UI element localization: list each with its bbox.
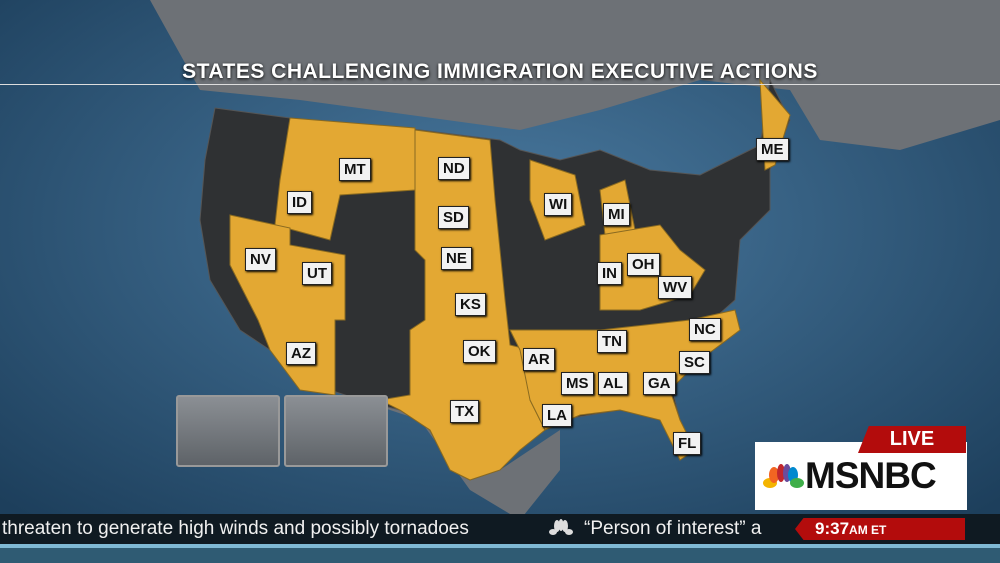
state-label: UT bbox=[302, 262, 332, 285]
ticker-footer bbox=[0, 548, 1000, 563]
state-label: MI bbox=[603, 203, 630, 226]
state-label: NE bbox=[441, 247, 472, 270]
state-label: ME bbox=[756, 138, 789, 161]
state-label: AL bbox=[598, 372, 628, 395]
network-name: MSNBC bbox=[805, 455, 937, 496]
state-label: ID bbox=[287, 191, 312, 214]
mexico bbox=[360, 400, 560, 520]
peacock-icon bbox=[549, 519, 573, 535]
title-rule bbox=[0, 84, 1000, 85]
state-label: NV bbox=[245, 248, 276, 271]
canada bbox=[150, 0, 1000, 150]
state-label: MS bbox=[561, 372, 594, 395]
state-label: MT bbox=[339, 158, 371, 181]
state-label: OH bbox=[627, 253, 660, 276]
state-label: TN bbox=[597, 330, 627, 353]
state-label: KS bbox=[455, 293, 486, 316]
clock-time: 9:37 bbox=[815, 519, 850, 538]
hawaii-inset bbox=[284, 395, 388, 467]
page-title: STATES CHALLENGING IMMIGRATION EXECUTIVE… bbox=[182, 60, 818, 83]
state-label: SD bbox=[438, 206, 469, 229]
alaska-inset bbox=[176, 395, 280, 467]
state-label: WV bbox=[658, 276, 693, 299]
ticker-text: threaten to generate high winds and poss… bbox=[2, 518, 469, 539]
state-label: AR bbox=[523, 348, 555, 371]
state-label: NC bbox=[689, 318, 721, 341]
state-label: TX bbox=[450, 400, 480, 423]
state-label: WI bbox=[544, 193, 573, 216]
live-badge: LIVE bbox=[858, 426, 966, 453]
clock-suffix: AM ET bbox=[849, 523, 887, 537]
state-label: IN bbox=[597, 262, 622, 285]
state-label: FL bbox=[673, 432, 702, 455]
state-label: LA bbox=[542, 404, 572, 427]
state-label: AZ bbox=[286, 342, 316, 365]
peacock-icon bbox=[763, 464, 804, 488]
clock: 9:37AM ET bbox=[795, 518, 965, 540]
state-label: ND bbox=[438, 157, 470, 180]
state-label: SC bbox=[679, 351, 710, 374]
state-label: GA bbox=[643, 372, 676, 395]
ticker-text-next: “Person of interest” a bbox=[584, 518, 762, 539]
state-label: OK bbox=[463, 340, 496, 363]
ticker-rule bbox=[0, 544, 1000, 548]
